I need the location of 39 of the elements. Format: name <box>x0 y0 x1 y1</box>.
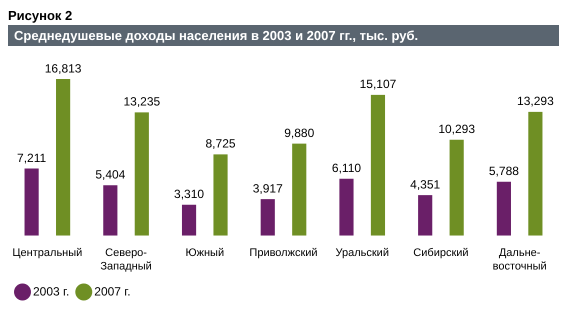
bar <box>450 140 464 236</box>
legend-label: 2003 г. <box>33 284 70 298</box>
data-label: 8,725 <box>206 136 236 151</box>
bar <box>213 154 228 236</box>
bar <box>528 112 542 236</box>
x-tick-label: Центральный <box>12 247 82 260</box>
bar <box>496 182 511 236</box>
x-tick-label: Сибирский <box>413 247 469 260</box>
data-label: 7,211 <box>17 150 47 165</box>
data-label: 4,351 <box>410 177 441 192</box>
x-tick-label: Уральский <box>335 247 389 260</box>
x-tick-label: Южный <box>185 247 224 260</box>
x-tick-label: Северо-Западный <box>100 247 152 272</box>
data-label: 13,293 <box>517 94 554 108</box>
bar <box>260 199 275 236</box>
data-label: 10,293 <box>438 122 476 136</box>
bar <box>418 195 432 236</box>
data-label: 5,788 <box>488 164 520 178</box>
data-label: 5,404 <box>95 168 126 182</box>
x-tick-label: Дальне-восточный <box>492 247 547 272</box>
bar <box>103 185 118 236</box>
data-label: 6,110 <box>332 161 362 176</box>
data-label: 15,107 <box>360 77 397 92</box>
bar <box>370 94 386 236</box>
data-label: 13,235 <box>123 94 160 109</box>
data-label: 3,310 <box>174 187 204 202</box>
bar <box>292 144 306 236</box>
legend-label: 2007 г. <box>94 284 131 298</box>
data-label: 9,880 <box>284 126 315 140</box>
bar <box>339 178 354 236</box>
chart-title: Среднедушевые доходы населения в 2003 и 2007 гг., тыс. руб. <box>8 25 559 46</box>
bar <box>182 204 196 236</box>
bar <box>24 168 39 236</box>
bar <box>134 112 149 236</box>
data-label: 16,813 <box>44 61 82 76</box>
data-label: 3,917 <box>252 181 284 196</box>
bar <box>56 79 70 236</box>
text: Рисунок 2 <box>8 8 74 23</box>
x-tick-label: Приволжский <box>249 247 318 260</box>
